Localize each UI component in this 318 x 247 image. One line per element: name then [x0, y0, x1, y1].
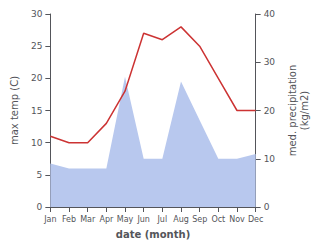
svg-text:May: May — [117, 215, 134, 224]
svg-text:Oct: Oct — [211, 215, 225, 224]
svg-text:10: 10 — [264, 154, 276, 164]
svg-text:15: 15 — [31, 106, 42, 116]
svg-text:40: 40 — [264, 9, 276, 19]
svg-text:Mar: Mar — [80, 215, 96, 224]
svg-text:Apr: Apr — [99, 215, 114, 224]
svg-text:Jan: Jan — [43, 215, 56, 224]
svg-text:30: 30 — [31, 9, 43, 19]
svg-text:max temp (C): max temp (C) — [9, 76, 20, 145]
svg-text:20: 20 — [31, 73, 43, 83]
svg-text:Dec: Dec — [248, 215, 263, 224]
svg-text:20: 20 — [264, 106, 276, 116]
svg-text:Aug: Aug — [173, 215, 189, 224]
svg-text:Feb: Feb — [62, 215, 76, 224]
svg-text:med. precipitation: med. precipitation — [287, 65, 298, 157]
svg-text:Sep: Sep — [192, 215, 207, 224]
svg-text:10: 10 — [31, 138, 43, 148]
svg-text:(kg/m2): (kg/m2) — [299, 91, 310, 131]
svg-text:5: 5 — [37, 170, 43, 180]
svg-text:0: 0 — [264, 202, 270, 212]
svg-text:30: 30 — [264, 57, 276, 67]
svg-text:Jul: Jul — [157, 215, 168, 224]
svg-text:0: 0 — [37, 202, 43, 212]
svg-text:date (month): date (month) — [116, 229, 190, 240]
svg-text:25: 25 — [31, 41, 42, 51]
svg-text:Jun: Jun — [136, 215, 150, 224]
svg-text:Nov: Nov — [229, 215, 245, 224]
